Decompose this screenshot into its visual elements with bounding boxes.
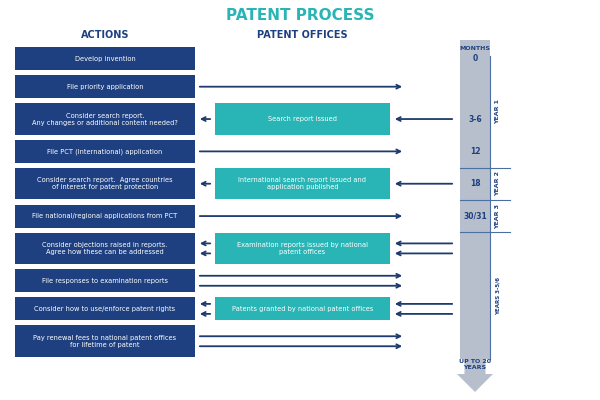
Bar [215, 233, 390, 264]
Text: YEAR 2: YEAR 2 [496, 171, 500, 196]
Text: PATENT PROCESS: PATENT PROCESS [226, 8, 374, 22]
Text: 18: 18 [470, 179, 481, 188]
Bar [15, 326, 195, 357]
Text: File responses to examination reports: File responses to examination reports [42, 278, 168, 284]
Text: 30/31: 30/31 [463, 212, 487, 220]
Polygon shape [457, 359, 493, 392]
Text: Pay renewal fees to national patent offices
for lifetime of patent: Pay renewal fees to national patent offi… [34, 335, 176, 348]
Text: Examination reports issued by national
patent offices: Examination reports issued by national p… [237, 242, 368, 255]
Bar [15, 75, 195, 98]
Bar [15, 297, 195, 320]
Text: Consider how to use/enforce patent rights: Consider how to use/enforce patent right… [34, 306, 176, 312]
Text: UP TO 20
YEARS: UP TO 20 YEARS [459, 359, 491, 370]
Text: PATENT OFFICES: PATENT OFFICES [257, 30, 348, 40]
Bar [15, 140, 195, 163]
Bar [15, 168, 195, 200]
Text: Search report issued: Search report issued [268, 116, 337, 122]
Text: YEAR 3: YEAR 3 [496, 204, 500, 228]
Text: File national/regional applications from PCT: File national/regional applications from… [32, 213, 178, 219]
Text: MONTHS: MONTHS [460, 46, 491, 50]
Text: 3-6: 3-6 [468, 114, 482, 124]
Text: Consider search report.
Any changes or additional content needed?: Consider search report. Any changes or a… [32, 112, 178, 126]
Bar [215, 168, 390, 200]
Text: Consider search report.  Agree countries
of interest for patent protection: Consider search report. Agree countries … [37, 177, 173, 190]
Text: Patents granted by national patent offices: Patents granted by national patent offic… [232, 306, 373, 312]
Bar [215, 297, 390, 320]
Text: YEAR 1: YEAR 1 [496, 99, 500, 124]
Text: Consider objections raised in reports.
Agree how these can be addressed: Consider objections raised in reports. A… [43, 242, 167, 255]
Bar [15, 47, 195, 70]
Text: File priority application: File priority application [67, 84, 143, 90]
Text: File PCT (International) application: File PCT (International) application [47, 148, 163, 155]
Text: International search report issued and
application published: International search report issued and a… [239, 177, 367, 190]
Bar [15, 103, 195, 135]
Bar [15, 233, 195, 264]
Bar [15, 204, 195, 228]
Bar [15, 269, 195, 292]
Bar [460, 40, 490, 56]
Text: ACTIONS: ACTIONS [81, 30, 129, 40]
Text: Develop invention: Develop invention [74, 56, 136, 62]
Text: YEARS 3-5/6: YEARS 3-5/6 [496, 277, 500, 315]
Bar [215, 103, 390, 135]
Text: 12: 12 [470, 147, 480, 156]
Bar [460, 56, 490, 359]
Text: 0: 0 [472, 54, 478, 63]
